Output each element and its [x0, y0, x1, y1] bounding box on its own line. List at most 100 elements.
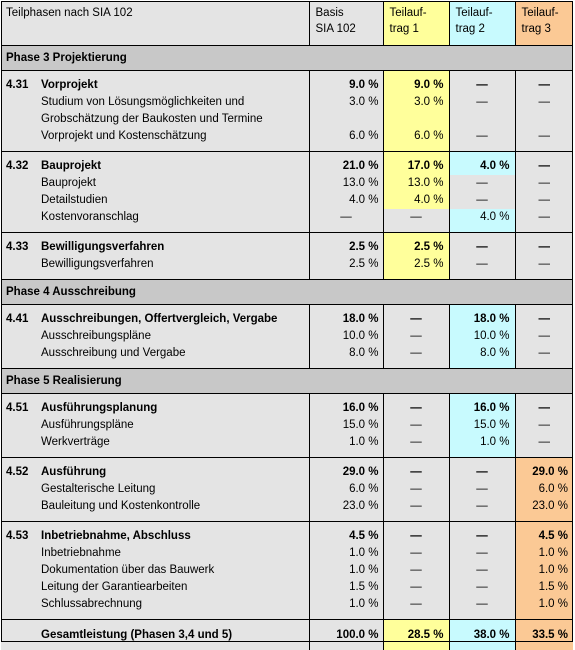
position-name: Leitung der Garantiearbeiten: [41, 579, 309, 596]
teilauftrag-1-value: 13.0 %: [383, 175, 449, 192]
teilauftrag-2-value: 4.0 %: [449, 152, 515, 176]
basis-value: 1.5 %: [309, 579, 383, 596]
basis-value: 3.0 %: [309, 94, 383, 111]
position-code: 4.33: [1, 233, 41, 257]
phase-title: Phase 4 Ausschreibung: [1, 280, 573, 305]
position-code: [1, 209, 41, 233]
basis-value: 10.0 %: [309, 328, 383, 345]
teilauftrag-1-value: —: [383, 579, 449, 596]
teilauftrag-2-value: 8.0 %: [449, 345, 515, 369]
total-teilauftrag-2: 38.0 %: [449, 620, 515, 650]
teilauftrag-2-value: —: [449, 545, 515, 562]
position-name: Studium von Lösungsmöglichkeiten und: [41, 94, 309, 111]
position-name: Ausschreibungen, Offertvergleich, Vergab…: [41, 305, 309, 329]
position-name: Ausschreibung und Vergabe: [41, 345, 309, 369]
total-basis: 100.0 %: [309, 620, 383, 650]
teilauftrag-3-value: —: [515, 305, 573, 329]
teilauftrag-1-value: —: [383, 481, 449, 498]
basis-value: 4.0 %: [309, 192, 383, 209]
basis-value: 13.0 %: [309, 175, 383, 192]
position-name: Ausschreibungspläne: [41, 328, 309, 345]
teilauftrag-3-value: —: [515, 233, 573, 257]
basis-value: 23.0 %: [309, 498, 383, 522]
position-name: Ausführungsplanung: [41, 394, 309, 418]
basis-value: 8.0 %: [309, 345, 383, 369]
basis-value: 1.0 %: [309, 562, 383, 579]
phase-row: Phase 3 Projektierung: [1, 46, 573, 71]
position-code: [1, 417, 41, 434]
teilauftrag-3-value: —: [515, 345, 573, 369]
position-code: 4.41: [1, 305, 41, 329]
teilauftrag-2-value: —: [449, 175, 515, 192]
teilauftrag-1-value: 6.0 %: [383, 128, 449, 152]
position-name: Ausführungspläne: [41, 417, 309, 434]
teilauftrag-2-value: —: [449, 94, 515, 111]
basis-value: 29.0 %: [309, 458, 383, 482]
position-code: [1, 192, 41, 209]
total-label: Gesamtleistung (Phasen 3,4 und 5): [41, 620, 309, 650]
total-teilauftrag-1: 28.5 %: [383, 620, 449, 650]
phase-row: Phase 5 Realisierung: [1, 369, 573, 394]
teilauftrag-2-value: —: [449, 192, 515, 209]
teilauftrag-2-value: —: [449, 481, 515, 498]
position-name: Kostenvoranschlag: [41, 209, 309, 233]
total-code: [1, 620, 41, 650]
position-code: [1, 596, 41, 620]
teilauftrag-2-value: [449, 111, 515, 128]
position-name: Schlussabrechnung: [41, 596, 309, 620]
position-name: Detailstudien: [41, 192, 309, 209]
position-code: [1, 562, 41, 579]
total-teilauftrag-3: 33.5 %: [515, 620, 573, 650]
basis-value: 2.5 %: [309, 256, 383, 280]
basis-value: 1.0 %: [309, 596, 383, 620]
position-code: [1, 434, 41, 458]
basis-value: 6.0 %: [309, 128, 383, 152]
table-row: Kostenvoranschlag——4.0 %—: [1, 209, 573, 233]
teilauftrag-2-value: —: [449, 498, 515, 522]
teilauftrag-1-value: 3.0 %: [383, 94, 449, 111]
teilauftrag-1-value: —: [383, 434, 449, 458]
teilauftrag-1-value: —: [383, 545, 449, 562]
position-code: 4.31: [1, 71, 41, 95]
teilauftrag-3-value: —: [515, 192, 573, 209]
teilauftrag-3-value: —: [515, 417, 573, 434]
basis-value: 4.5 %: [309, 522, 383, 546]
basis-value: [309, 111, 383, 128]
basis-value: 2.5 %: [309, 233, 383, 257]
teilauftrag-1-value: —: [383, 394, 449, 418]
teilauftrag-2-value: 18.0 %: [449, 305, 515, 329]
position-name: Vorprojekt und Kostenschätzung: [41, 128, 309, 152]
table-row: Grobschätzung der Baukosten und Termine: [1, 111, 573, 128]
phase-row: Phase 4 Ausschreibung: [1, 280, 573, 305]
teilauftrag-1-value: 2.5 %: [383, 233, 449, 257]
basis-value: 6.0 %: [309, 481, 383, 498]
position-name: Inbetriebnahme, Abschluss: [41, 522, 309, 546]
position-code: [1, 94, 41, 111]
position-code: [1, 256, 41, 280]
teilauftrag-1-value: —: [383, 596, 449, 620]
position-code: [1, 175, 41, 192]
teilauftrag-2-value: 16.0 %: [449, 394, 515, 418]
position-code: [1, 328, 41, 345]
teilauftrag-1-value: —: [383, 458, 449, 482]
teilauftrag-2-value: —: [449, 562, 515, 579]
phase-title: Phase 3 Projektierung: [1, 46, 573, 71]
position-name: Bauprojekt: [41, 175, 309, 192]
teilauftrag-3-value: —: [515, 209, 573, 233]
teilauftrag-2-value: —: [449, 522, 515, 546]
position-name: Gestalterische Leitung: [41, 481, 309, 498]
teilauftrag-1-value: 4.0 %: [383, 192, 449, 209]
teilauftrag-3-value: —: [515, 152, 573, 176]
teilauftrag-3-value: 23.0 %: [515, 498, 573, 522]
teilauftrag-1-value: —: [383, 522, 449, 546]
teilauftrag-3-value: —: [515, 394, 573, 418]
